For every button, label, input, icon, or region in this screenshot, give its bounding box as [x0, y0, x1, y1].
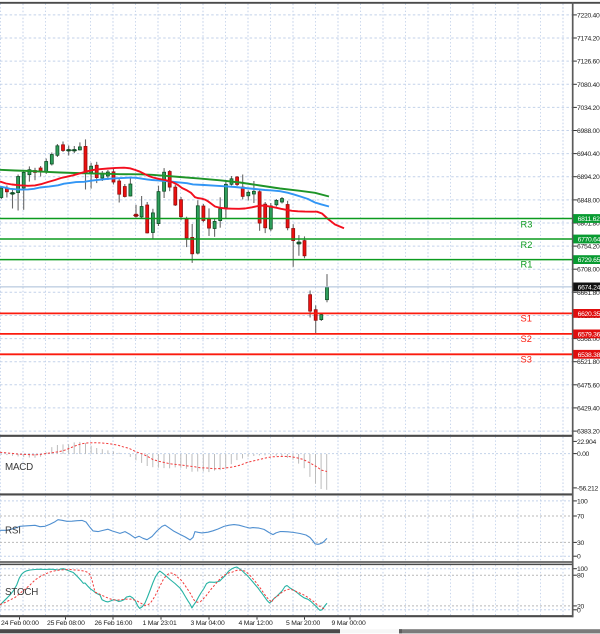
svg-text:6940.40: 6940.40	[577, 151, 600, 158]
svg-text:6620.35: 6620.35	[578, 311, 600, 318]
svg-text:25 Feb 08:00: 25 Feb 08:00	[47, 620, 85, 627]
svg-text:7174.20: 7174.20	[577, 36, 600, 43]
svg-text:24 Feb 00:00: 24 Feb 00:00	[1, 620, 39, 627]
svg-text:6383.20: 6383.20	[577, 429, 600, 436]
svg-text:7220.40: 7220.40	[577, 12, 600, 19]
svg-text:0: 0	[577, 607, 581, 614]
svg-text:6754.20: 6754.20	[577, 244, 600, 251]
svg-text:5 Mar 20:00: 5 Mar 20:00	[286, 620, 320, 627]
svg-text:20: 20	[577, 603, 584, 610]
svg-text:R2: R2	[521, 240, 533, 250]
svg-text:6475.60: 6475.60	[577, 382, 600, 389]
svg-text:100: 100	[577, 566, 588, 573]
svg-text:7080.40: 7080.40	[577, 82, 600, 89]
svg-text:26 Feb 16:00: 26 Feb 16:00	[95, 620, 133, 627]
svg-text:0.00: 0.00	[577, 451, 590, 458]
svg-text:22.904: 22.904	[577, 439, 597, 446]
svg-text:6674.24: 6674.24	[578, 284, 600, 291]
svg-text:6770.64: 6770.64	[578, 237, 600, 244]
svg-text:6429.40: 6429.40	[577, 405, 600, 412]
svg-text:6708.00: 6708.00	[577, 267, 600, 274]
svg-text:6811.62: 6811.62	[578, 216, 600, 223]
svg-text:100: 100	[577, 498, 588, 505]
svg-text:0: 0	[577, 554, 581, 561]
svg-text:6521.80: 6521.80	[577, 359, 600, 366]
svg-text:30: 30	[577, 540, 584, 547]
svg-text:R1: R1	[521, 260, 533, 270]
svg-text:6848.00: 6848.00	[577, 197, 600, 204]
svg-text:RSI: RSI	[5, 526, 21, 537]
svg-text:6579.36: 6579.36	[578, 331, 600, 338]
svg-text:MACD: MACD	[5, 462, 33, 473]
svg-text:6801.80: 6801.80	[577, 221, 600, 228]
svg-text:1 Mar 23:01: 1 Mar 23:01	[143, 620, 177, 627]
svg-text:6894.20: 6894.20	[577, 174, 600, 181]
svg-text:70: 70	[577, 514, 584, 521]
svg-text:4 Mar 12:00: 4 Mar 12:00	[239, 620, 273, 627]
svg-text:R3: R3	[521, 220, 533, 230]
svg-text:S3: S3	[521, 354, 532, 364]
svg-text:80: 80	[577, 573, 584, 580]
svg-text:6568.00: 6568.00	[577, 336, 600, 343]
svg-text:6538.38: 6538.38	[578, 352, 600, 359]
svg-text:3 Mar 04:00: 3 Mar 04:00	[191, 620, 225, 627]
svg-text:S2: S2	[521, 334, 532, 344]
svg-text:6661.80: 6661.80	[577, 290, 600, 297]
svg-text:S1: S1	[521, 313, 532, 323]
svg-text:7034.20: 7034.20	[577, 105, 600, 112]
svg-text:7126.60: 7126.60	[577, 59, 600, 66]
svg-text:STOCH: STOCH	[5, 587, 38, 598]
svg-text:6729.65: 6729.65	[578, 257, 600, 264]
svg-text:-56.212: -56.212	[577, 485, 598, 492]
svg-text:9 Mar 00:00: 9 Mar 00:00	[332, 620, 366, 627]
svg-text:6988.00: 6988.00	[577, 128, 600, 135]
